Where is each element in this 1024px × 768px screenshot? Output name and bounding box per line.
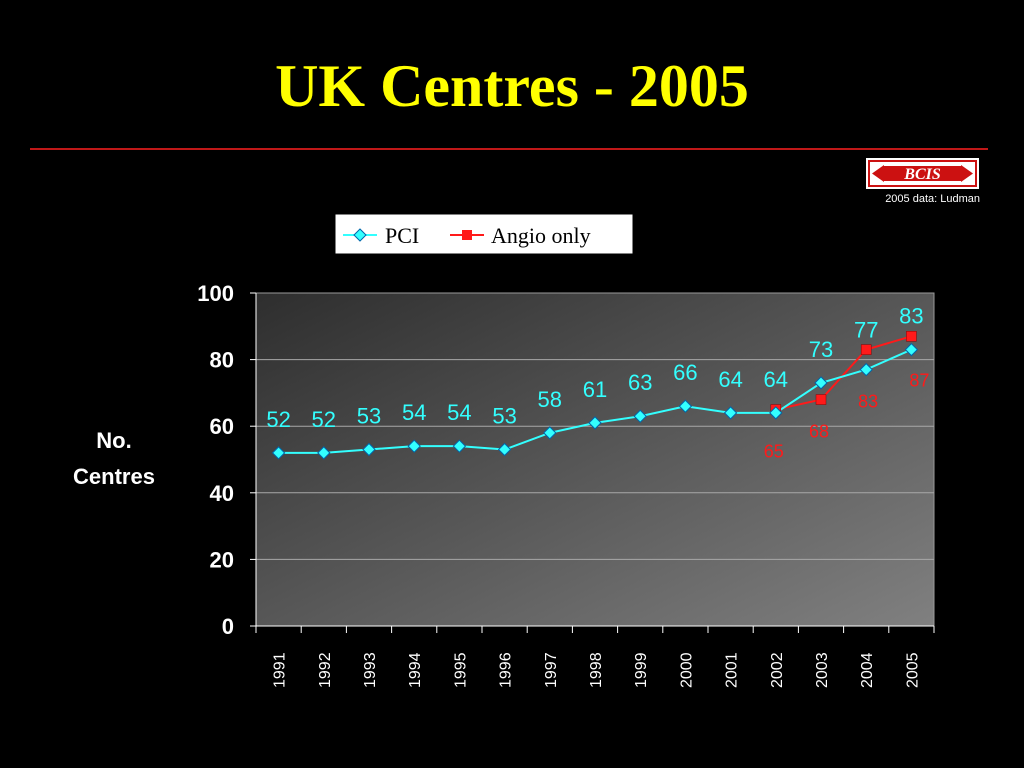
legend: PCI Angio only [334, 213, 634, 255]
pci-data-label: 52 [312, 407, 336, 432]
x-tick-label: 1991 [272, 652, 289, 688]
pci-point [769, 406, 783, 420]
y-tick-labels: 0 20 40 60 80 100 [197, 281, 234, 639]
plot-area [255, 292, 935, 627]
y-axis-title-line: No. [96, 428, 131, 453]
x-tick-label: 2001 [724, 652, 741, 688]
pci-data-label: 53 [492, 404, 516, 429]
logo-wordmark: BCIS [903, 166, 941, 183]
pci-data-label: 64 [718, 367, 742, 392]
pci-point [452, 439, 467, 453]
pci-point [678, 399, 693, 413]
legend-pci-label: PCI [385, 223, 419, 248]
bcis-logo: BCIS [866, 158, 979, 189]
pci-point [633, 409, 647, 423]
angio-point [906, 331, 917, 342]
y-tick-label: 60 [210, 414, 234, 439]
angio-point [860, 344, 872, 355]
pci-data-label: 61 [583, 377, 607, 402]
y-tick-label: 40 [210, 481, 234, 506]
x-tick-label: 2002 [769, 652, 786, 688]
title-divider [30, 148, 988, 150]
pci-data-label: 83 [899, 304, 923, 329]
source-note: 2005 data: Ludman [885, 193, 980, 205]
x-tick-label: 2003 [814, 652, 831, 688]
pci-point [543, 426, 557, 440]
y-tick-label: 20 [210, 547, 234, 572]
pci-point [317, 446, 331, 460]
pci-point [859, 362, 873, 377]
pci-data-label: 58 [538, 387, 562, 412]
y-tick-label: 100 [197, 281, 234, 306]
angio-data-label: 87 [909, 370, 929, 390]
x-tick-label: 1992 [317, 652, 334, 688]
series [271, 331, 919, 460]
y-tick-label: 0 [222, 614, 234, 639]
pci-data-label: 54 [447, 400, 471, 425]
angio-data-label: 83 [858, 392, 878, 412]
pci-point [723, 406, 738, 420]
pci-data-label: 73 [809, 337, 833, 362]
x-tick-label: 1997 [543, 652, 560, 688]
x-tick-label: 1993 [362, 652, 379, 688]
pci-data-label: 54 [402, 400, 426, 425]
x-tick-label: 2005 [904, 652, 921, 688]
data-labels: 52 52 53 54 54 53 58 61 63 66 64 64 73 77 83 65 68 83 87 [266, 304, 929, 462]
x-tick-label: 2000 [678, 652, 695, 688]
y-axis-title: No. Centres [73, 428, 155, 489]
x-tick-labels: 1991 1992 1993 1994 1995 1996 1997 1998 1999 2000… [272, 652, 922, 688]
pci-data-label: 63 [628, 370, 652, 395]
angio-point [815, 394, 827, 405]
pci-point [814, 376, 828, 390]
axes [250, 292, 935, 633]
angio-data-label: 68 [809, 422, 829, 442]
slide-title: UK Centres - 2005 [275, 53, 749, 119]
pci-data-label: 52 [266, 407, 290, 432]
x-tick-label: 1995 [452, 652, 469, 688]
angio-line [775, 335, 912, 411]
legend-angio-label: Angio only [491, 223, 591, 248]
legend-pci-marker [353, 228, 367, 242]
legend-angio-marker [462, 230, 472, 240]
x-tick-label: 1996 [498, 652, 515, 688]
x-tick-label: 1998 [588, 652, 605, 688]
angio-data-label: 65 [764, 442, 784, 462]
pci-data-label: 53 [357, 404, 381, 429]
pci-point [904, 342, 919, 357]
pci-point [407, 439, 421, 453]
y-axis-title-line: Centres [73, 464, 155, 489]
pci-data-label: 66 [673, 360, 697, 385]
x-tick-label: 2004 [859, 652, 876, 688]
pci-data-label: 64 [764, 367, 788, 392]
pci-point [271, 446, 286, 460]
x-tick-label: 1994 [407, 652, 424, 688]
x-tick-label: 1999 [633, 652, 650, 688]
pci-point [588, 416, 602, 430]
pci-point [497, 442, 512, 457]
pci-data-label: 77 [854, 318, 878, 343]
pci-point [362, 442, 376, 457]
y-tick-label: 80 [210, 348, 234, 373]
